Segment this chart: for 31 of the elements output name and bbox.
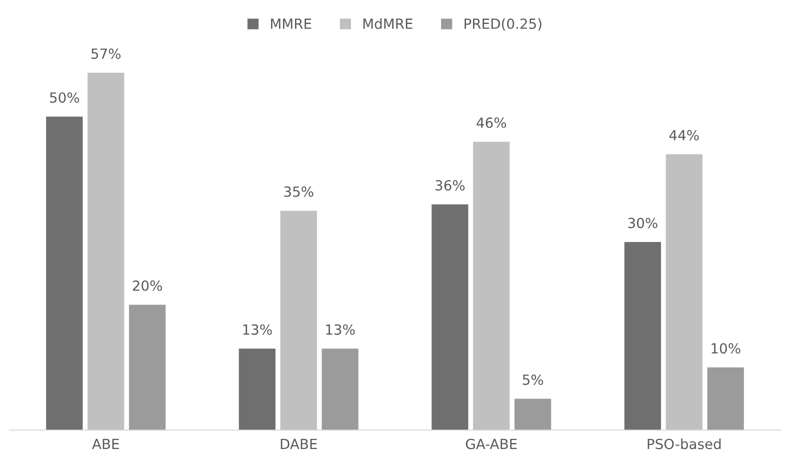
legend-label: MMRE — [271, 18, 312, 29]
data-label: 13% — [326, 324, 355, 335]
bar — [280, 210, 317, 430]
data-label: 20% — [132, 280, 162, 291]
data-label: 46% — [476, 117, 506, 128]
bar — [707, 367, 744, 430]
x-tick-label: GA-ABE — [466, 438, 517, 450]
bar — [473, 142, 510, 430]
bar — [514, 398, 552, 430]
legend-label: PRED(0.25) — [464, 18, 542, 31]
data-label: 50% — [50, 92, 80, 103]
bar — [128, 304, 166, 430]
bar — [88, 72, 124, 430]
x-tick-label: ABE — [92, 438, 119, 450]
data-label: 57% — [91, 48, 121, 59]
data-label: 36% — [436, 180, 465, 191]
data-label: 13% — [243, 324, 272, 335]
data-label: 35% — [284, 186, 314, 197]
bar — [238, 348, 276, 430]
bar — [432, 204, 468, 430]
bar — [624, 242, 662, 430]
bar — [322, 348, 358, 430]
x-tick-label: PSO-based — [648, 438, 721, 450]
bar — [46, 116, 83, 430]
x-tick-label: DABE — [280, 438, 317, 450]
data-label: 5% — [522, 374, 544, 385]
data-label: 44% — [669, 130, 699, 140]
bar — [666, 154, 702, 430]
data-label: 10% — [712, 343, 740, 354]
data-label: 30% — [628, 218, 658, 228]
legend-label: MdMRE — [363, 18, 412, 29]
